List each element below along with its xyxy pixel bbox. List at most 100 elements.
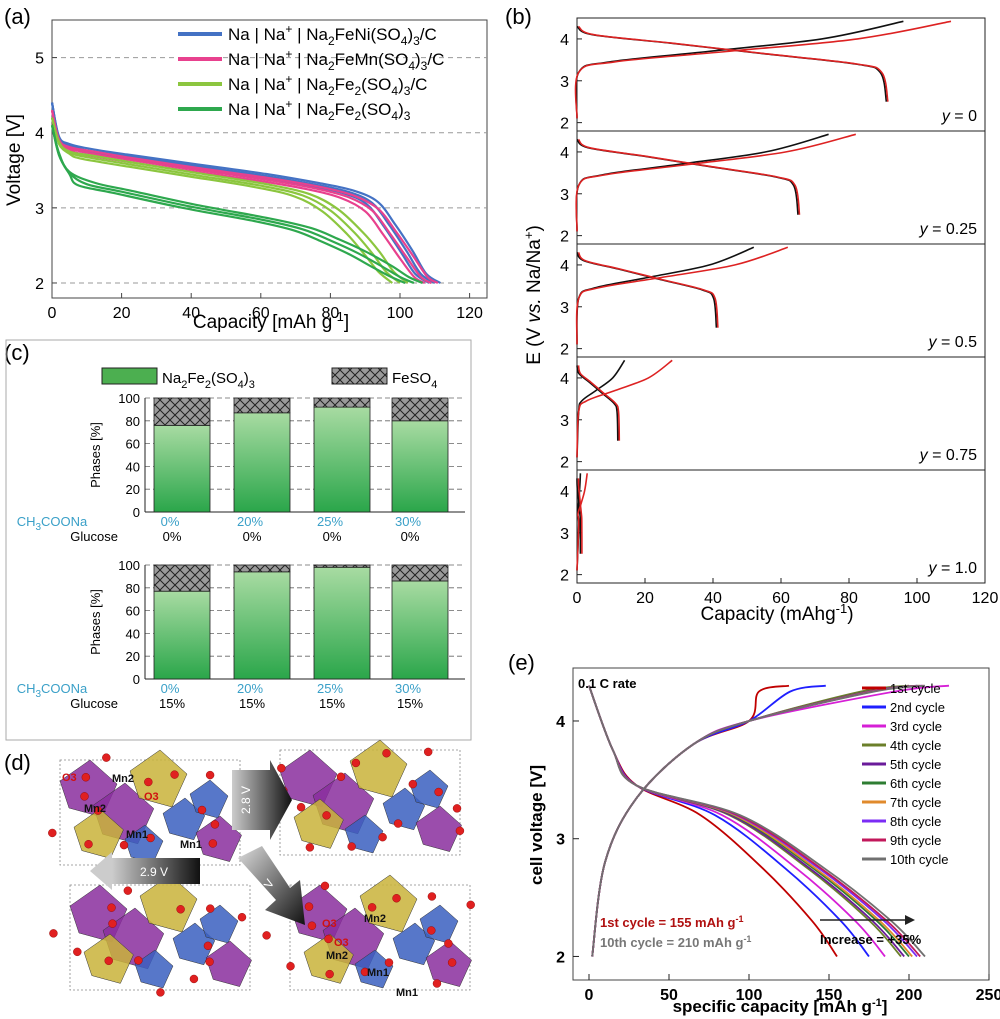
panel-e-xtick-label: 250 (976, 987, 1000, 1004)
oxygen-atom (134, 956, 143, 965)
fe-octahedron (139, 874, 198, 933)
panel-e-legend-label: 5th cycle (890, 757, 941, 772)
panel-b-ytick-label: 4 (560, 258, 569, 275)
svg-text:2.8 V: 2.8 V (239, 786, 253, 814)
oxygen-atom (307, 921, 317, 930)
panel-c-legend-label: Na2Fe2(SO4)3 (162, 370, 255, 391)
oxygen-atom (107, 903, 116, 912)
panel-a-series-line (50, 109, 439, 284)
panel-c-ylabel: Phases [%] (88, 422, 103, 488)
panel-a-series-line (50, 117, 394, 284)
panel-c-chart: Na2Fe2(SO4)3 FeSO4 0 20 40 60 80 100 Phases [%]… (5, 339, 472, 741)
oxygen-atom (324, 934, 333, 944)
panel-a-xtick-label: 80 (322, 305, 340, 322)
panel-a-ylabel: Voltage [V] (4, 114, 25, 206)
panel-c-ytick-label: 60 (126, 437, 140, 452)
panel-e-annot-1: 1st cycle = 155 mAh g-1 (600, 914, 744, 930)
panel-e-legend-label: 2nd cycle (890, 700, 945, 715)
svg-text:2.9 V: 2.9 V (140, 865, 168, 879)
panel-a-xlabel: Capacity [mAh g-1] (193, 309, 349, 333)
oxygen-atom (296, 802, 306, 812)
oxygen-atom (237, 913, 247, 922)
oxygen-atom (146, 833, 155, 843)
panel-e-frame (572, 667, 990, 981)
panel-c-bar-na2fe2 (391, 420, 449, 513)
panel-c-glucose-value: 0% (323, 529, 342, 544)
panel-c-glucose-value: 15% (159, 696, 185, 711)
fe-octahedron (293, 798, 344, 849)
panel-e-legend-label: 3rd cycle (890, 719, 942, 734)
panel-c-ytick-label: 100 (118, 391, 140, 406)
panel-c-ytick-label: 80 (126, 414, 140, 429)
panel-b-y-annot: y = 0.5 (928, 334, 978, 351)
panel-a-frame (51, 19, 488, 299)
oxygen-atom (203, 941, 213, 951)
panel-c-ytick-label: 80 (126, 581, 140, 596)
panel-b-discharge-line (577, 25, 889, 102)
panel-c-ytick-label: 60 (126, 604, 140, 619)
panel-a-xtick-label: 60 (252, 305, 270, 322)
panel-b-ytick-label: 2 (560, 342, 569, 359)
panel-a-series-line (50, 117, 409, 284)
panel-b-discharge-line (577, 478, 583, 554)
panel-e-legend-label: 8th cycle (890, 814, 941, 829)
panel-c-ytick-label: 40 (126, 459, 140, 474)
oxygen-atom (123, 886, 133, 895)
panel-b-subframe (576, 17, 986, 132)
panel-b-discharge-line (576, 365, 619, 441)
oxygen-atom (466, 900, 475, 910)
panel-d-label: Mn1 (126, 829, 148, 841)
panel-e-increase: Increase = +35% (820, 932, 922, 947)
panel-a-ytick-label: 2 (35, 276, 44, 293)
panel-a-series-line (50, 124, 424, 285)
oxygen-atom (84, 839, 93, 849)
panel-b-ytick-label: 2 (560, 229, 569, 246)
oxygen-atom (320, 881, 330, 891)
panel-b-ylabel: E (V vs. Na/Na+) (521, 225, 545, 365)
panel-a-chart: 0 20 40 60 80 100 120 2 3 4 5 Na | Na+ | Na2FeNi(S… (4, 19, 488, 333)
panel-c-row-label: CH3COONa (17, 681, 88, 700)
panel-c-bar-feso4 (313, 564, 371, 568)
oxygen-atom (447, 958, 457, 967)
panel-b-y-annot: y = 1.0 (928, 560, 978, 577)
panel-b-ytick-label: 3 (560, 300, 569, 317)
panel-c-bar-feso4 (391, 564, 449, 582)
panel-label-e: (e) (508, 650, 535, 675)
panel-label-c: (c) (4, 340, 30, 365)
oxygen-atom (427, 892, 437, 901)
panel-c-glucose-value: 15% (319, 696, 345, 711)
panel-a-legend-label: Na | Na+ | Na2FeMn(SO4)3/C (228, 47, 444, 73)
oxygen-atom (93, 806, 103, 815)
panel-a-legend-label: Na | Na+ | Na2FeNi(SO4)3/C (228, 22, 437, 48)
oxygen-atom (189, 974, 199, 984)
panel-c-bar-feso4 (233, 564, 291, 573)
panel-b-y-annot: y = 0.75 (919, 447, 977, 464)
panel-b-charge-line (574, 20, 952, 119)
panel-d-label: O3 (62, 772, 77, 784)
panel-e-ytick-label: 3 (556, 832, 565, 849)
panel-c-bar-na2fe2 (233, 412, 291, 513)
panel-e-chart: 0 50 100 150 200 250 2 3 4 1st cycle 2nd cycle 3rd… (527, 667, 1000, 1016)
oxygen-atom (176, 905, 185, 914)
arrow-2p9v: 2.9 V (90, 852, 200, 890)
panel-b-ytick-label: 3 (560, 74, 569, 91)
fe-octahedron (349, 739, 408, 798)
oxygen-atom (119, 840, 129, 850)
oxygen-atom (206, 904, 215, 913)
oxygen-atom (444, 939, 453, 948)
oxygen-atom (102, 753, 111, 762)
oxygen-atom (262, 931, 271, 940)
panel-e-annot-2: 10th cycle = 210 mAh g-1 (600, 934, 751, 950)
panel-c-ylabel: Phases [%] (88, 589, 103, 655)
panel-c-ytick-label: 20 (126, 482, 140, 497)
panel-d-label: O3 (322, 918, 337, 930)
oxygen-atom (336, 772, 346, 781)
panel-b-charge-line (576, 246, 755, 345)
panel-b-ytick-label: 4 (560, 371, 569, 388)
panel-e-rate: 0.1 C rate (578, 676, 637, 691)
panel-c-bar-na2fe2 (153, 424, 211, 513)
oxygen-atom (384, 958, 394, 967)
panel-c-ytick-label: 0 (133, 505, 140, 520)
panel-c-ch3coona-value: 30% (395, 514, 421, 529)
